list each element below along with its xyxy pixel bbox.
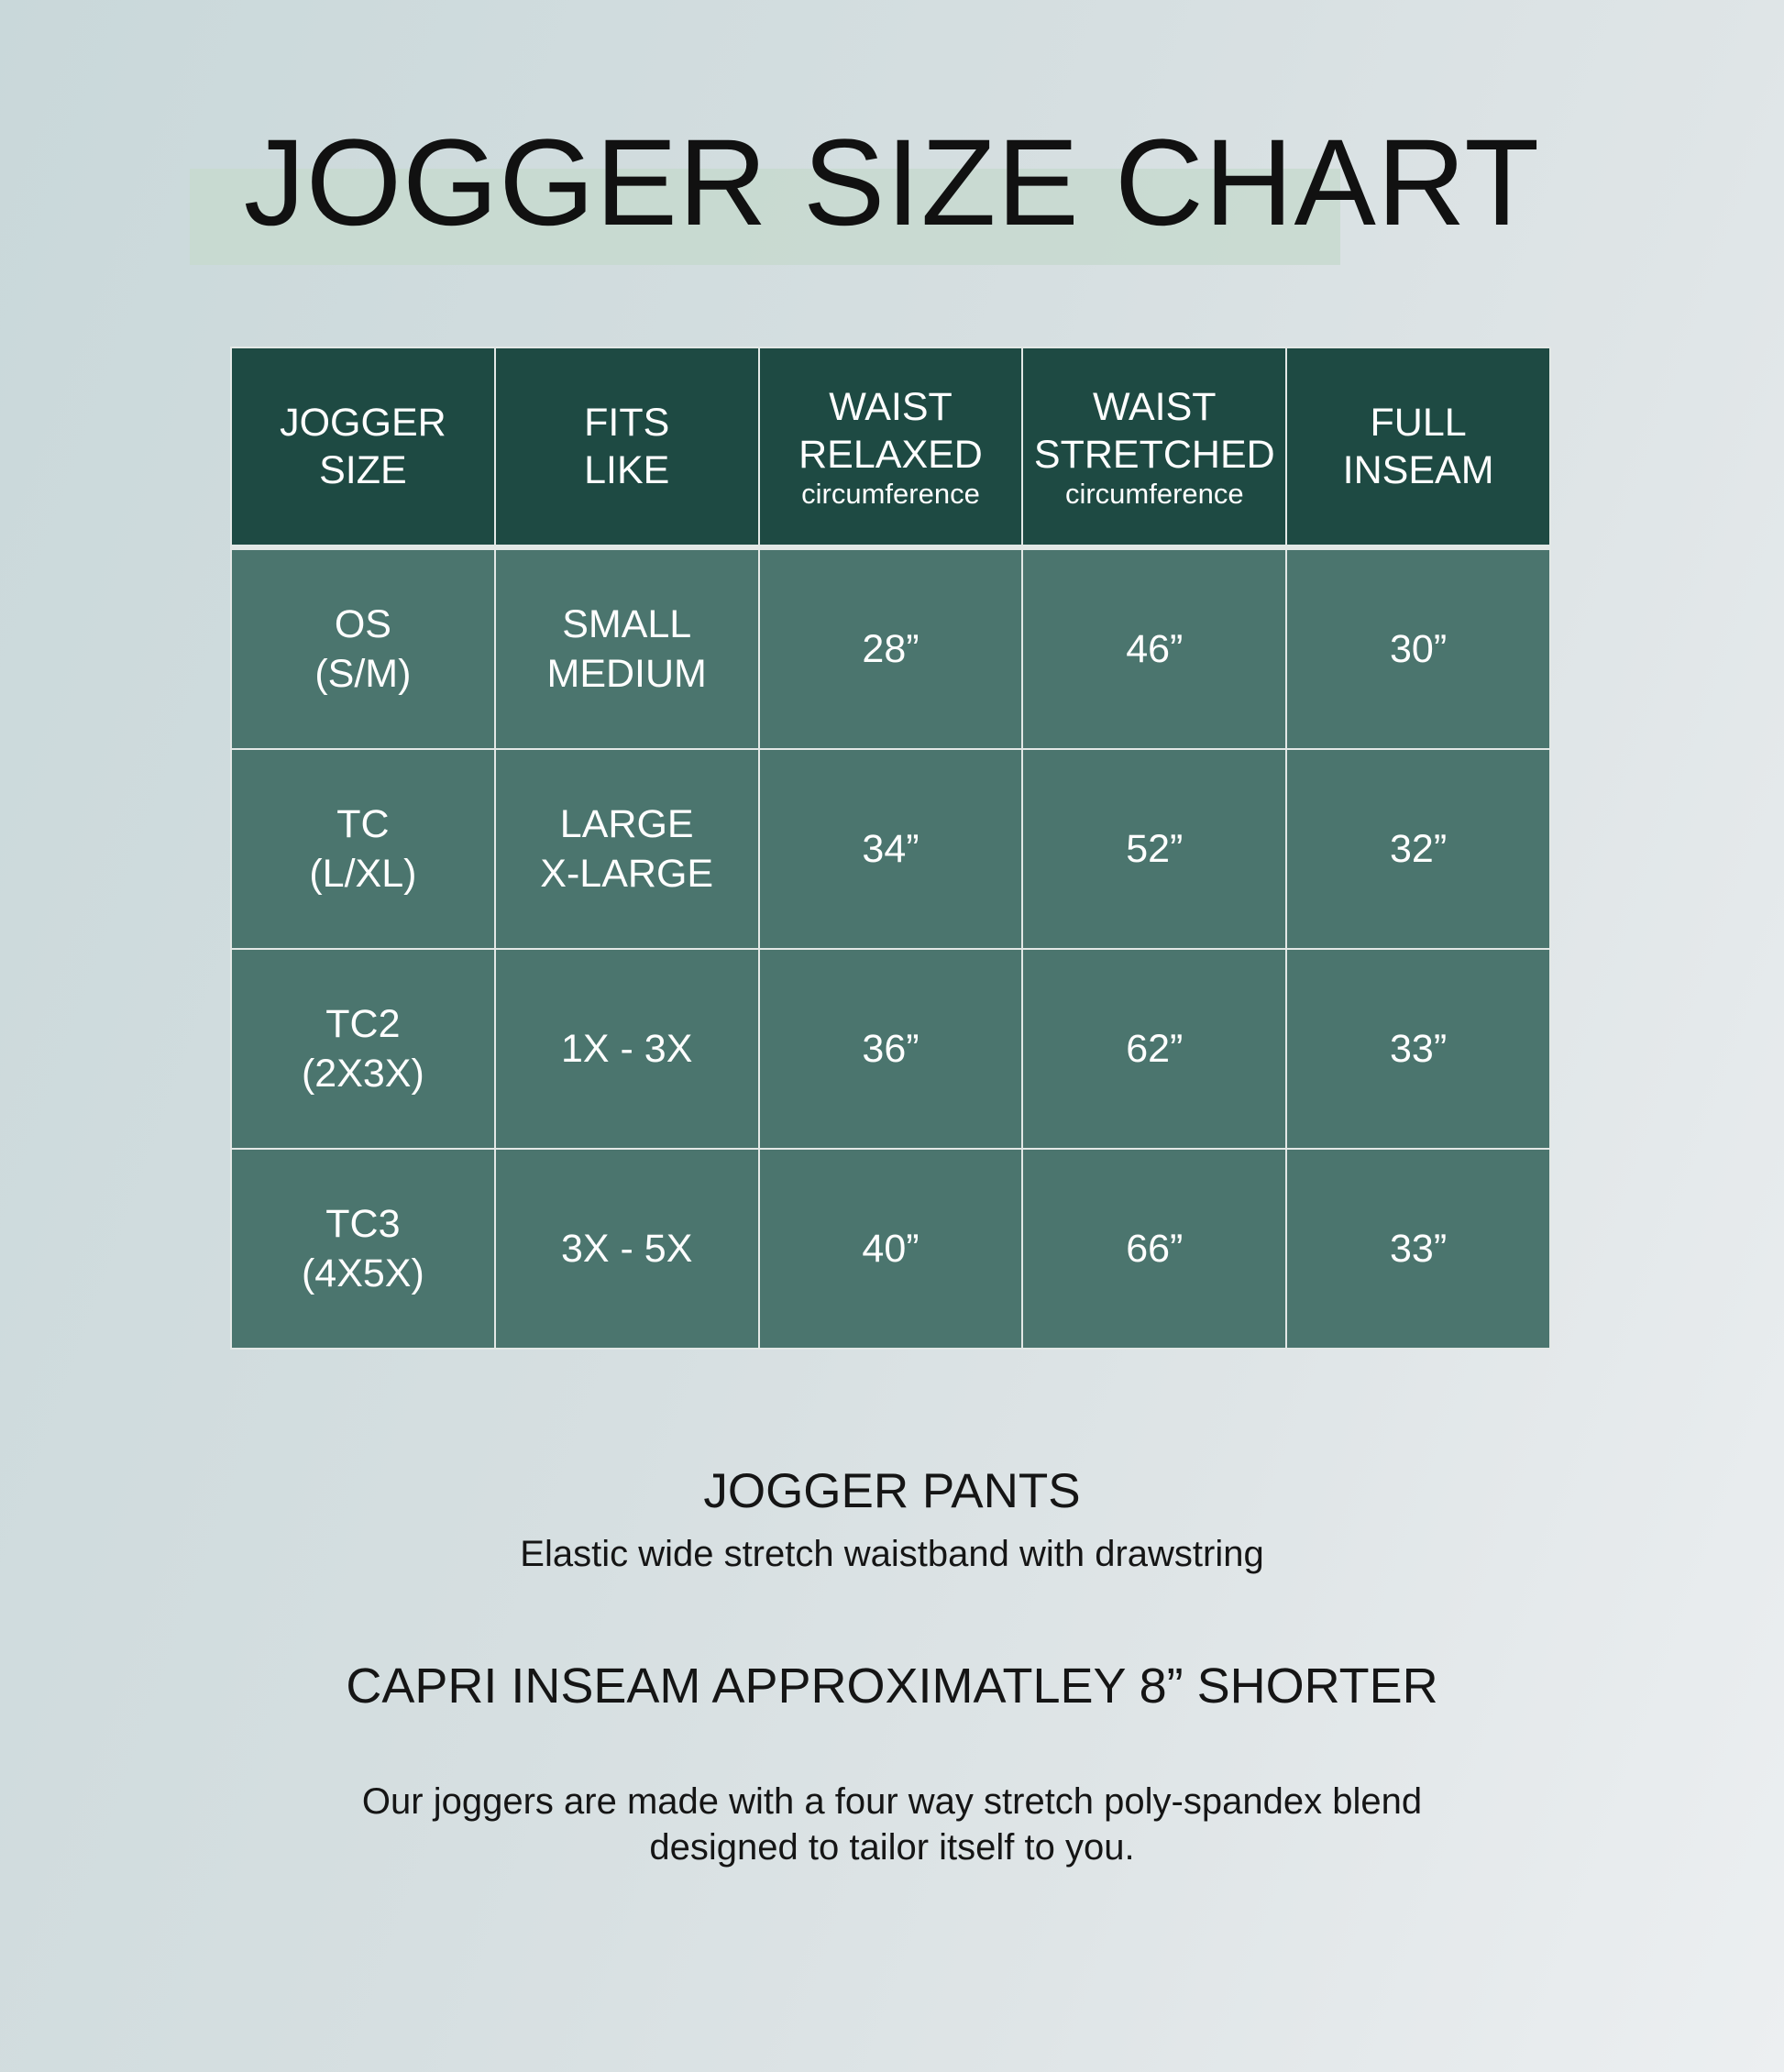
- table-cell: LARGE X-LARGE: [493, 748, 760, 950]
- cell-text: 66”: [1126, 1227, 1184, 1271]
- column-header-line1: WAIST: [829, 385, 953, 429]
- table-cell: 40”: [757, 1148, 1024, 1350]
- column-header-line2: STRETCHED: [1033, 433, 1275, 477]
- table-row: TC2 (2X3X) 1X - 3X 36” 62” 33”: [230, 948, 1551, 1150]
- column-header-line2: LIKE: [584, 448, 670, 492]
- cell-text: 3X - 5X: [560, 1227, 693, 1271]
- table-cell: 32”: [1285, 748, 1551, 950]
- column-header-line1: FULL: [1370, 401, 1467, 445]
- cell-text: 33”: [1390, 1027, 1448, 1071]
- table-cell: 66”: [1021, 1148, 1288, 1350]
- page-title: JOGGER SIZE CHART: [243, 115, 1541, 251]
- cell-text: 52”: [1126, 827, 1184, 871]
- column-header: WAIST STRETCHED circumference: [1021, 347, 1288, 548]
- cell-text: 46”: [1126, 627, 1184, 671]
- column-header-line2: RELAXED: [798, 433, 983, 477]
- cell-text: (S/M): [314, 652, 412, 696]
- table-row: OS (S/M) SMALL MEDIUM 28” 46” 30”: [230, 546, 1551, 750]
- description-line: designed to tailor itself to you.: [649, 1827, 1135, 1868]
- column-header-line2: SIZE: [319, 448, 407, 492]
- table-header-row: JOGGER SIZE FITS LIKE WAIST RELAXED circumfere…: [230, 347, 1551, 548]
- size-chart-table: JOGGER SIZE FITS LIKE WAIST RELAXED circumfere…: [230, 347, 1551, 1350]
- cell-text: TC2: [325, 1002, 401, 1046]
- table-cell: 62”: [1021, 948, 1288, 1150]
- cell-text: OS: [334, 602, 391, 646]
- cell-text: LARGE: [559, 802, 694, 846]
- table-cell: 30”: [1285, 546, 1551, 750]
- column-header-sub: circumference: [801, 478, 980, 510]
- cell-text: 34”: [862, 827, 920, 871]
- table-cell: TC2 (2X3X): [230, 948, 496, 1150]
- column-header-line1: JOGGER: [280, 401, 446, 445]
- title-highlight-band: [190, 169, 1340, 265]
- cell-text: 33”: [1390, 1227, 1448, 1271]
- column-header-line1: WAIST: [1093, 385, 1217, 429]
- capri-note: CAPRI INSEAM APPROXIMATLEY 8” SHORTER: [346, 1659, 1438, 1714]
- table-body: OS (S/M) SMALL MEDIUM 28” 46” 30” TC (L/XL) LARGE…: [230, 546, 1551, 1350]
- cell-text: 28”: [862, 627, 920, 671]
- table-cell: TC (L/XL): [230, 748, 496, 950]
- cell-text: 62”: [1126, 1027, 1184, 1071]
- table-row: TC (L/XL) LARGE X-LARGE 34” 52” 32”: [230, 748, 1551, 950]
- cell-text: (2X3X): [301, 1052, 424, 1096]
- table-cell: OS (S/M): [230, 546, 496, 750]
- cell-text: (L/XL): [309, 852, 417, 896]
- cell-text: TC: [336, 802, 390, 846]
- cell-text: (4X5X): [301, 1251, 424, 1295]
- table-cell: 33”: [1285, 1148, 1551, 1350]
- cell-text: SMALL: [562, 602, 692, 646]
- table-cell: TC3 (4X5X): [230, 1148, 496, 1350]
- table-cell: 36”: [757, 948, 1024, 1150]
- column-header-sub: circumference: [1064, 478, 1244, 510]
- column-header: FULL INSEAM: [1285, 347, 1551, 548]
- cell-text: 1X - 3X: [560, 1027, 693, 1071]
- footer-subheading: Elastic wide stretch waistband with draw…: [520, 1534, 1264, 1574]
- cell-text: X-LARGE: [540, 852, 714, 896]
- footer-heading: JOGGER PANTS: [703, 1464, 1081, 1518]
- table-cell: 3X - 5X: [493, 1148, 760, 1350]
- table-cell: 46”: [1021, 546, 1288, 750]
- cell-text: 30”: [1390, 627, 1448, 671]
- description: Our joggers are made with a four way str…: [0, 1779, 1784, 1870]
- cell-text: MEDIUM: [546, 652, 707, 696]
- column-header-line1: FITS: [584, 401, 670, 445]
- cell-text: 36”: [862, 1027, 920, 1071]
- table-cell: 52”: [1021, 748, 1288, 950]
- description-line: Our joggers are made with a four way str…: [361, 1781, 1423, 1822]
- cell-text: 40”: [862, 1227, 920, 1271]
- table-row: TC3 (4X5X) 3X - 5X 40” 66” 33”: [230, 1148, 1551, 1350]
- column-header: FITS LIKE: [493, 347, 760, 548]
- column-header: JOGGER SIZE: [230, 347, 496, 548]
- table-cell: 33”: [1285, 948, 1551, 1150]
- cell-text: TC3: [325, 1202, 401, 1246]
- table-cell: 28”: [757, 546, 1024, 750]
- cell-text: 32”: [1390, 827, 1448, 871]
- column-header: WAIST RELAXED circumference: [757, 347, 1024, 548]
- table-cell: SMALL MEDIUM: [493, 546, 760, 750]
- table-cell: 34”: [757, 748, 1024, 950]
- table-cell: 1X - 3X: [493, 948, 760, 1150]
- column-header-line2: INSEAM: [1342, 448, 1494, 492]
